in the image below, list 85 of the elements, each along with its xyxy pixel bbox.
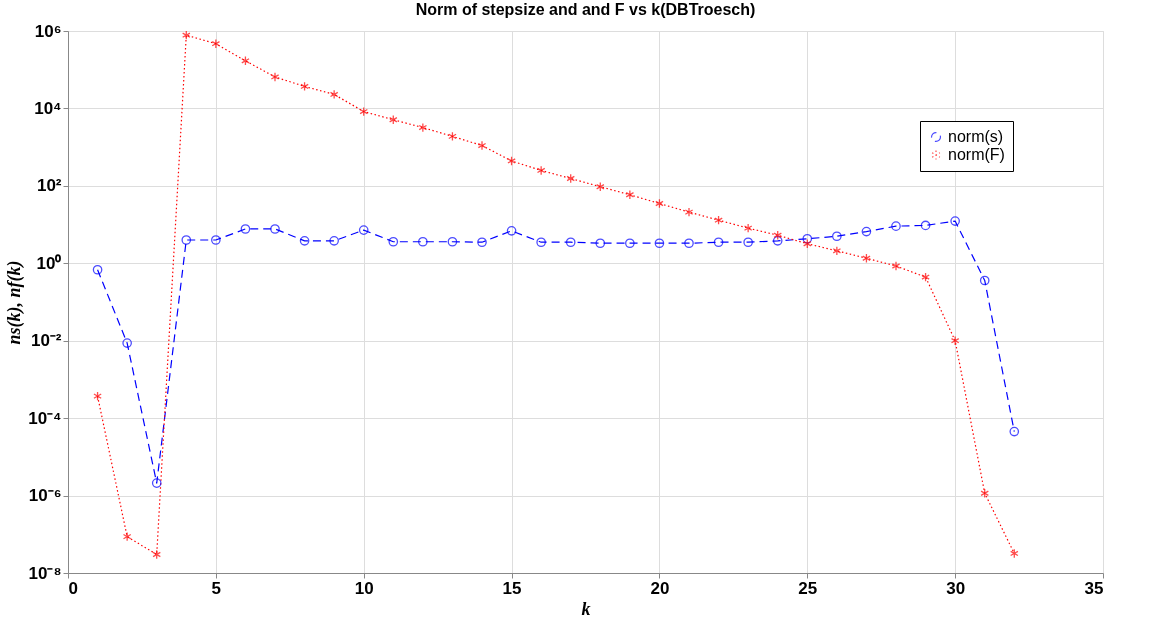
point — [181, 235, 192, 245]
x-tick-label: 35 — [1084, 578, 1104, 598]
point — [389, 114, 398, 125]
legend-label: norm(F) — [948, 146, 1005, 163]
point — [418, 122, 428, 133]
point — [773, 230, 782, 241]
point — [93, 391, 102, 401]
point — [418, 236, 428, 247]
point — [655, 198, 664, 209]
x-tick-label: 0 — [68, 578, 78, 598]
point — [300, 81, 309, 92]
y-tick-label: 10⁶ — [34, 21, 62, 41]
point — [832, 231, 842, 242]
point — [596, 181, 605, 192]
point — [921, 272, 930, 282]
point — [270, 72, 280, 82]
x-axis-title: k — [581, 598, 591, 619]
point — [684, 238, 694, 249]
point — [743, 223, 753, 233]
point — [802, 233, 813, 244]
point — [270, 224, 280, 234]
y-axis-title: ns(k), nf(k) — [4, 260, 26, 345]
point — [448, 131, 457, 142]
point — [211, 38, 221, 49]
x-tick-label: 10 — [354, 578, 374, 598]
point — [122, 531, 132, 542]
y-tick-label: 10⁻⁶ — [28, 486, 62, 506]
point — [891, 261, 901, 271]
point — [950, 216, 960, 226]
point — [329, 89, 339, 100]
point — [980, 488, 989, 499]
point — [536, 237, 546, 248]
point — [477, 140, 487, 151]
point — [654, 238, 665, 249]
x-tick-label: 15 — [502, 578, 522, 598]
point — [950, 335, 960, 346]
point — [625, 189, 635, 200]
point — [241, 55, 250, 66]
point — [152, 549, 161, 560]
x-tick-label: 30 — [946, 578, 966, 598]
y-tick-label: 10⁻⁴ — [28, 408, 62, 428]
point — [358, 225, 369, 235]
point — [772, 236, 783, 246]
point — [832, 245, 842, 256]
y-tick-label: 10² — [36, 176, 62, 196]
point — [565, 237, 576, 248]
point — [979, 275, 990, 286]
point — [122, 338, 132, 348]
y-tick-label: 10⁻⁸ — [28, 563, 62, 583]
point — [329, 236, 339, 246]
point — [299, 236, 310, 246]
y-tick-label: 10⁰ — [36, 253, 62, 273]
point — [240, 224, 251, 234]
point — [566, 173, 575, 184]
point — [861, 226, 872, 237]
point — [1010, 548, 1019, 559]
point — [536, 165, 546, 176]
x-tick-label: 5 — [211, 578, 222, 598]
x-tick-label: 25 — [798, 578, 818, 598]
point — [862, 253, 871, 264]
point — [595, 238, 606, 249]
point — [684, 207, 694, 217]
point — [743, 237, 753, 248]
point — [625, 238, 635, 249]
point — [507, 156, 516, 166]
chart-title: Norm of stepsize and and F vs k(DBTroesch) — [415, 1, 756, 18]
point — [388, 236, 399, 247]
point — [803, 238, 812, 249]
point — [477, 237, 487, 248]
x-tick-label: 20 — [650, 578, 670, 598]
point — [182, 30, 191, 41]
legend-label: norm(s) — [948, 128, 1004, 145]
y-tick-label: 10⁴ — [34, 98, 62, 118]
point — [359, 106, 368, 117]
point — [920, 220, 931, 231]
point — [447, 236, 458, 247]
point — [713, 237, 724, 248]
point — [211, 235, 221, 245]
point — [891, 221, 901, 231]
point — [714, 215, 723, 225]
point — [1009, 426, 1020, 437]
point — [92, 264, 103, 275]
point — [506, 225, 517, 236]
y-tick-label: 10⁻² — [30, 331, 62, 351]
point — [151, 478, 162, 488]
